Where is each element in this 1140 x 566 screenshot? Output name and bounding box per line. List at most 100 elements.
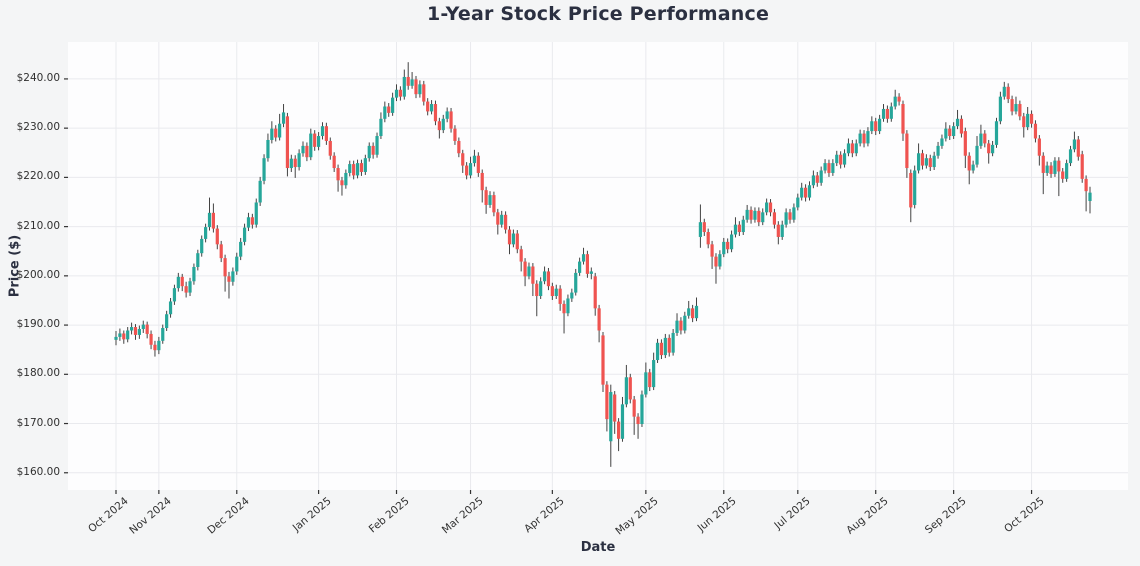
candle-body	[480, 172, 484, 191]
candle-body	[842, 153, 847, 165]
candle-body	[363, 158, 367, 172]
candle-body	[924, 158, 928, 166]
candle-body	[733, 224, 738, 235]
y-tick-label: $220.00	[16, 170, 60, 183]
candle-body	[916, 153, 921, 171]
candle-body	[936, 145, 940, 156]
candle-body	[176, 276, 180, 289]
candle-body	[1022, 116, 1026, 128]
candle-body	[991, 144, 995, 154]
candle-body	[320, 126, 325, 137]
candle-body	[402, 76, 406, 97]
candle-body	[1041, 155, 1045, 173]
candle-body	[465, 165, 469, 176]
candle-body	[297, 153, 301, 168]
candle-body	[722, 241, 726, 255]
candle-body	[422, 84, 426, 102]
y-tick-label: $210.00	[16, 219, 60, 232]
candle-body	[180, 276, 184, 287]
candle-body	[1006, 86, 1010, 100]
candle-body	[527, 266, 531, 277]
candle-body	[745, 209, 749, 220]
candle-body	[807, 185, 812, 198]
candle-body	[352, 164, 356, 176]
candle-body	[792, 207, 796, 220]
candle-body	[605, 384, 609, 420]
candle-body	[504, 214, 508, 230]
candle-body	[613, 394, 617, 422]
candle-body	[655, 342, 660, 361]
candle-body	[1053, 160, 1057, 174]
candle-body	[1014, 104, 1018, 112]
candle-body	[616, 421, 621, 439]
candle-body	[219, 244, 223, 259]
candle-body	[628, 377, 632, 400]
candle-body	[597, 308, 601, 331]
candle-body	[394, 89, 399, 98]
candle-body	[718, 254, 722, 267]
tick-marks	[64, 78, 1033, 494]
candle-body	[893, 96, 897, 107]
candle-body	[1084, 178, 1088, 192]
candle-body	[223, 258, 227, 277]
candle-body	[542, 271, 547, 282]
candle-body	[258, 180, 262, 203]
candle-body	[239, 241, 243, 257]
candle-body	[546, 271, 551, 287]
candle-body	[889, 106, 893, 119]
candle-body	[749, 209, 753, 220]
y-tick-label: $190.00	[16, 318, 60, 331]
candle-body	[461, 153, 465, 166]
candle-body	[632, 399, 636, 417]
candle-body	[1065, 163, 1069, 179]
plot-area	[68, 42, 1128, 490]
chart-title: 1-Year Stock Price Performance	[426, 3, 770, 25]
candle-body	[172, 288, 177, 302]
candle-body	[913, 170, 917, 205]
candle-body	[383, 106, 387, 119]
candle-body	[1057, 160, 1061, 172]
candle-body	[301, 145, 305, 154]
candle-body	[309, 133, 313, 158]
candle-body	[862, 133, 866, 144]
candle-body	[870, 121, 874, 132]
y-tick-label: $170.00	[16, 416, 60, 429]
candle-body	[344, 172, 348, 186]
candle-body	[811, 175, 815, 186]
candle-body	[983, 133, 987, 144]
candle-body	[535, 283, 539, 297]
candle-body	[293, 158, 297, 168]
candle-body	[885, 108, 890, 119]
candle-body	[652, 360, 656, 388]
candle-body	[449, 111, 453, 129]
candle-body	[897, 96, 901, 102]
candle-body	[211, 212, 215, 229]
candle-body	[683, 315, 687, 331]
candle-body	[476, 155, 480, 173]
candle-body	[149, 333, 153, 345]
candle-body	[920, 153, 925, 166]
candle-body	[589, 271, 593, 274]
candle-body	[246, 217, 251, 228]
candle-body	[975, 145, 979, 165]
candle-body	[242, 227, 247, 242]
candle-body	[472, 155, 477, 164]
candle-body	[289, 158, 293, 169]
candle-body	[262, 158, 266, 181]
candle-body	[955, 118, 960, 127]
candle-body	[620, 404, 625, 439]
candle-body	[1037, 138, 1041, 156]
candle-body	[165, 314, 169, 329]
candle-body	[671, 332, 675, 353]
candle-body	[305, 145, 309, 158]
candle-body	[539, 281, 543, 297]
candle-body	[145, 324, 149, 334]
candle-body	[909, 172, 913, 208]
candle-body	[765, 202, 769, 213]
candle-body	[940, 138, 944, 146]
candle-body	[866, 131, 870, 144]
candle-body	[971, 164, 975, 171]
candle-body	[235, 256, 239, 272]
candle-body	[858, 133, 862, 144]
